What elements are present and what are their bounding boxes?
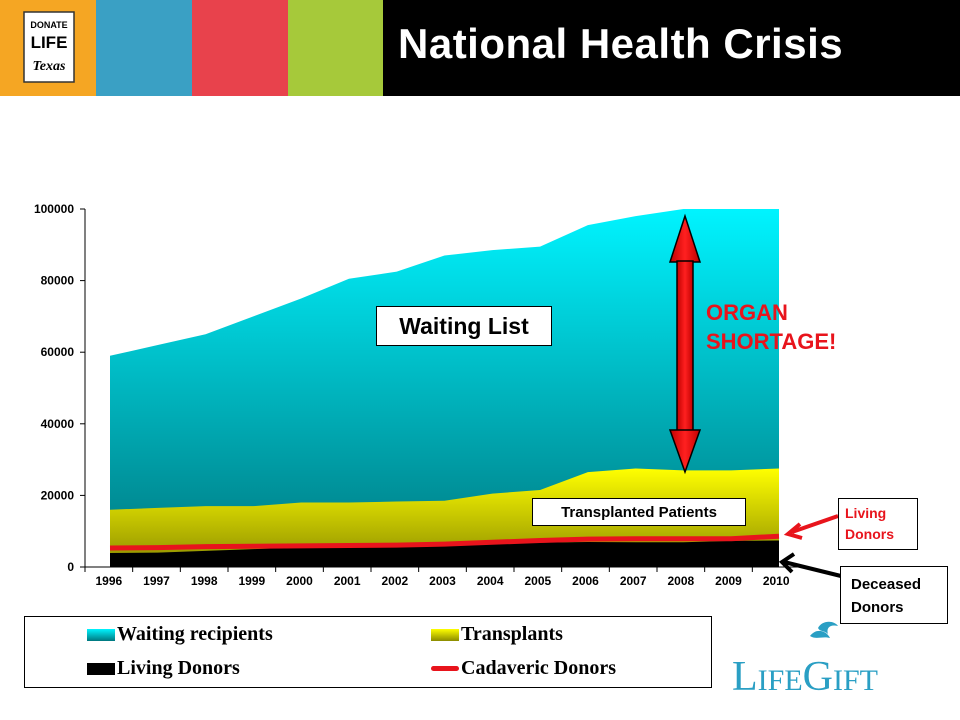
x-tick-label: 2009 <box>715 574 742 588</box>
x-tick-label: 2002 <box>381 574 408 588</box>
donate-life-texas-logo: DONATE LIFE Texas <box>23 11 75 83</box>
deceased-donors-line-1: Deceased <box>851 576 922 593</box>
legend-swatch-living <box>87 662 115 675</box>
living-donors-line-2: Donors <box>845 526 894 542</box>
x-tick-label: 2004 <box>477 574 504 588</box>
deceased-donors-pointer <box>783 560 846 579</box>
y-tick-label: 40000 <box>41 417 75 431</box>
living-donors-pointer-head <box>783 522 803 540</box>
y-tick-labels: 0 20000 40000 60000 80000 100000 <box>34 202 74 574</box>
legend-label-transplants: Transplants <box>461 623 563 645</box>
x-tick-label: 2001 <box>334 574 361 588</box>
header-band-red <box>192 0 288 96</box>
organ-shortage-line-2: SHORTAGE! <box>706 329 837 354</box>
x-tick-label: 2000 <box>286 574 313 588</box>
waiting-list-callout: Waiting List <box>376 306 552 346</box>
legend-label-cadaveric: Cadaveric Donors <box>461 657 616 679</box>
x-tick-label: 2010 <box>763 574 790 588</box>
y-tick-label: 60000 <box>41 345 75 359</box>
area-living-donors <box>110 540 779 567</box>
x-tick-label: 1997 <box>143 574 170 588</box>
legend-item-waiting: Waiting recipients <box>87 623 273 646</box>
chart-legend: Waiting recipients Transplants Living Do… <box>24 616 712 688</box>
header-band-blue <box>96 0 192 96</box>
organ-shortage-line-1: ORGAN <box>706 300 788 325</box>
legend-item-transplants: Transplants <box>431 623 563 646</box>
legend-item-living: Living Donors <box>87 657 240 680</box>
living-donors-line-1: Living <box>845 505 887 521</box>
shortage-arrow <box>668 213 702 475</box>
x-tick-label: 2006 <box>572 574 599 588</box>
x-tick-label: 1998 <box>191 574 218 588</box>
x-tick-label: 2005 <box>524 574 551 588</box>
legend-swatch-waiting <box>87 628 115 641</box>
x-tick-label: 1996 <box>95 574 122 588</box>
deceased-donors-line-2: Donors <box>851 599 904 616</box>
transplanted-callout: Transplanted Patients <box>532 498 746 526</box>
svg-text:Texas: Texas <box>33 59 66 74</box>
y-tick-label: 100000 <box>34 202 74 216</box>
dove-icon <box>818 621 838 634</box>
living-donors-callout: Living Donors <box>838 498 918 550</box>
dove-wing-icon <box>810 630 830 638</box>
x-tick-label: 2008 <box>667 574 694 588</box>
svg-text:DONATE: DONATE <box>30 20 67 30</box>
x-tick-labels: 1996 1997 1998 1999 2000 2001 2002 2003 2004 2005… <box>95 574 789 588</box>
transplanted-label: Transplanted Patients <box>561 503 717 521</box>
title-bar <box>383 0 960 96</box>
page-title: National Health Crisis <box>398 20 844 67</box>
x-tick-label: 2003 <box>429 574 456 588</box>
deceased-donors-pointer-head <box>778 552 796 574</box>
y-tick-label: 20000 <box>41 488 75 502</box>
x-tick-label: 2007 <box>620 574 647 588</box>
legend-item-cadaveric: Cadaveric Donors <box>431 657 616 680</box>
legend-swatch-transplants <box>431 628 459 641</box>
chart-areas <box>109 209 780 567</box>
svg-text:LIFEGIFT: LIFEGIFT <box>732 654 878 698</box>
deceased-donors-callout: Deceased Donors <box>840 566 948 624</box>
svg-text:LIFE: LIFE <box>31 33 68 52</box>
y-tick-label: 80000 <box>41 274 75 288</box>
legend-swatch-cadaveric <box>431 666 459 671</box>
header-banner: National Health Crisis DONATE LIFE Texas <box>0 0 960 96</box>
legend-label-living: Living Donors <box>117 657 240 679</box>
organ-shortage-label: ORGAN SHORTAGE! <box>706 298 836 356</box>
x-tick-label: 1999 <box>238 574 265 588</box>
y-tick-label: 0 <box>67 560 74 574</box>
waiting-list-label: Waiting List <box>399 312 529 339</box>
living-donors-pointer <box>791 514 839 534</box>
chart-axes <box>80 208 800 572</box>
lifegift-logo: LIFEGIFT <box>732 621 878 698</box>
legend-label-waiting: Waiting recipients <box>117 623 273 645</box>
line-cadaveric-donors <box>109 533 780 551</box>
header-band-green <box>288 0 383 96</box>
